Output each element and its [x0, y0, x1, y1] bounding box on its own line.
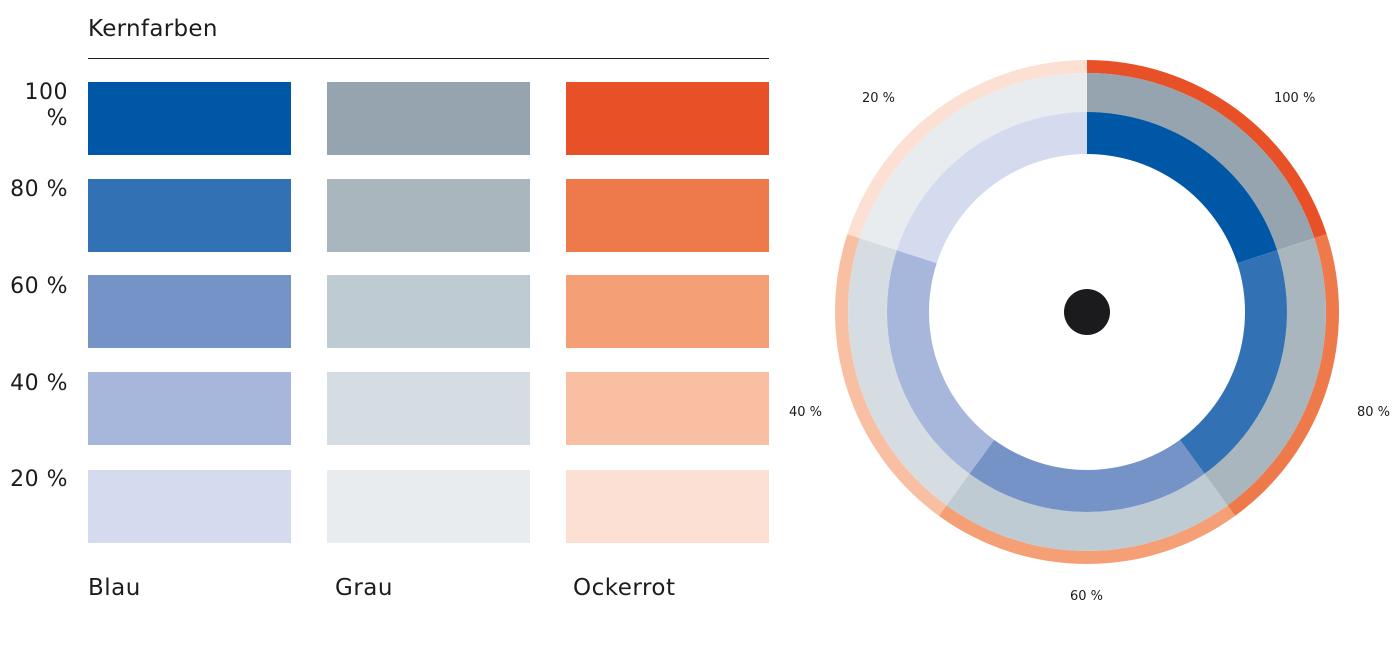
swatch-ockerrot-100 [566, 82, 769, 155]
wheel-segment-ockerrot-60 [938, 505, 1236, 564]
swatch-grau-60 [327, 275, 530, 348]
swatch-grau-40 [327, 372, 530, 445]
wheel-segment-grau-60 [946, 473, 1228, 552]
wheel-segment-ockerrot-80 [1227, 234, 1340, 516]
wheel-label-60: 60 % [1070, 589, 1103, 604]
wheel-segment-blau-20 [896, 112, 1087, 264]
swatch-grau-100 [327, 82, 530, 155]
swatch-ockerrot-20 [566, 470, 769, 543]
page-title: Kernfarben [88, 16, 218, 42]
swatch-blau-100 [88, 82, 291, 155]
wheel-segment-ockerrot-20 [847, 60, 1087, 239]
wheel-center-dot [1064, 289, 1110, 335]
title-divider [88, 58, 769, 59]
column-label-ockerrot: Ockerrot [573, 575, 676, 601]
swatch-grau-80 [327, 179, 530, 252]
row-label-80: 80 % [10, 177, 68, 202]
wheel-label-100: 100 % [1274, 91, 1315, 106]
swatch-blau-20 [88, 470, 291, 543]
swatch-grau-20 [327, 470, 530, 543]
wheel-segment-blau-40 [887, 250, 995, 474]
swatch-ockerrot-40 [566, 372, 769, 445]
wheel-segment-grau-80 [1204, 238, 1327, 506]
wheel-segment-blau-60 [969, 439, 1205, 512]
swatch-blau-80 [88, 179, 291, 252]
row-label-40: 40 % [10, 371, 68, 396]
row-label-20: 20 % [10, 467, 68, 492]
column-label-blau: Blau [88, 575, 141, 601]
wheel-segment-grau-100 [1087, 73, 1315, 251]
wheel-segment-grau-40 [847, 238, 970, 506]
swatch-ockerrot-80 [566, 179, 769, 252]
wheel-label-40: 40 % [789, 405, 822, 420]
swatch-ockerrot-60 [566, 275, 769, 348]
row-label-100: 100 % [24, 80, 68, 131]
wheel-segment-blau-80 [1179, 250, 1287, 474]
column-label-grau: Grau [335, 575, 393, 601]
swatch-blau-60 [88, 275, 291, 348]
wheel-label-20: 20 % [862, 91, 895, 106]
wheel-segment-ockerrot-40 [834, 234, 947, 516]
row-label-60: 60 % [10, 274, 68, 299]
wheel-segment-grau-20 [859, 72, 1087, 251]
wheel-label-80: 80 % [1357, 405, 1390, 420]
wheel-segment-blau-100 [1087, 112, 1278, 264]
wheel-segment-ockerrot-100 [1087, 60, 1327, 239]
wheel-rings [834, 60, 1340, 564]
swatch-blau-40 [88, 372, 291, 445]
